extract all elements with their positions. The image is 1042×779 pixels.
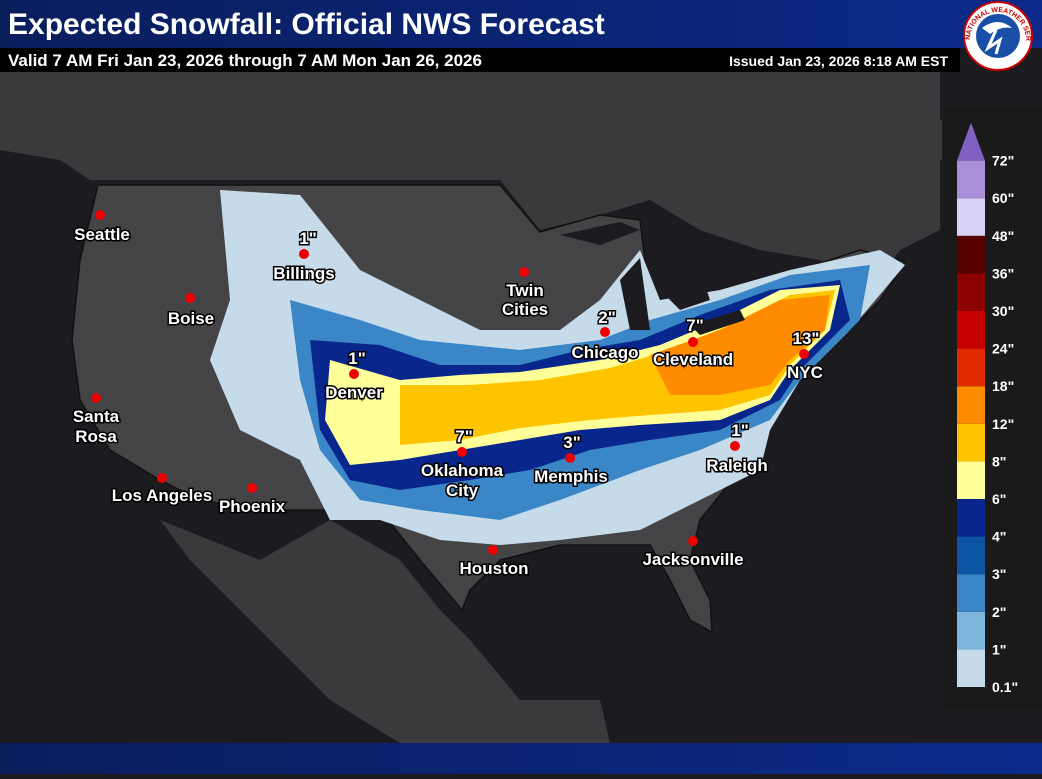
city-label: NYC — [787, 363, 823, 382]
city-label: Billings — [273, 264, 334, 283]
legend-swatch — [957, 611, 985, 650]
city-dot — [95, 210, 105, 220]
legend-swatch — [957, 160, 985, 199]
legend-swatch — [957, 198, 985, 236]
legend-label: 30" — [992, 303, 1014, 319]
snow-amount: 3" — [563, 433, 581, 452]
snow-amount: 1" — [348, 349, 366, 368]
city-label: Denver — [325, 383, 383, 402]
canada — [0, 72, 940, 290]
legend-label: 60" — [992, 190, 1014, 206]
city-dot — [565, 453, 575, 463]
legend-label: 0.1" — [992, 679, 1018, 695]
great-lakes — [560, 222, 745, 335]
city-dot — [519, 267, 529, 277]
snow-amount: 1" — [731, 421, 749, 440]
city-label: Memphis — [534, 467, 608, 486]
legend-swatch — [957, 461, 985, 499]
snow-amount: 7" — [686, 316, 704, 335]
city-dot — [730, 441, 740, 451]
legend-swatch — [957, 423, 985, 462]
city-label: Oklahoma — [421, 461, 504, 480]
city-dot — [488, 545, 498, 555]
legend-swatch — [957, 649, 985, 687]
snow-amount: 2" — [598, 308, 616, 327]
snow-amount: 7" — [455, 427, 473, 446]
city-dot — [688, 337, 698, 347]
issued-time: Issued Jan 23, 2026 8:18 AM EST — [729, 53, 948, 69]
legend-label: 6" — [992, 491, 1006, 507]
city-label: Santa — [73, 407, 120, 426]
city-dot — [299, 249, 309, 259]
city-label: Raleigh — [706, 456, 767, 475]
city-dot — [91, 393, 101, 403]
city-dot — [157, 473, 167, 483]
city-label: Seattle — [74, 225, 130, 244]
legend-label: 24" — [992, 341, 1014, 357]
snow-12-18 — [650, 295, 830, 395]
city-label: Cities — [502, 300, 548, 319]
city-dot — [799, 349, 809, 359]
city-dot — [457, 447, 467, 457]
legend-label: 72" — [992, 153, 1014, 169]
city-dot — [349, 369, 359, 379]
legend-label: 12" — [992, 416, 1014, 432]
city-dot — [185, 293, 195, 303]
legend-swatch — [957, 386, 985, 424]
city-label: Jacksonville — [642, 550, 743, 569]
legend-label: 36" — [992, 265, 1014, 281]
footer-bar — [0, 743, 1042, 774]
legend-swatch — [957, 574, 985, 612]
city-label: Rosa — [75, 427, 117, 446]
valid-period: Valid 7 AM Fri Jan 23, 2026 through 7 AM… — [8, 51, 482, 70]
mexico — [160, 520, 610, 743]
city-dot — [247, 483, 257, 493]
subtitle-bar — [0, 48, 960, 72]
legend-swatch — [957, 311, 985, 349]
legend-swatch — [957, 499, 985, 537]
city-label: Houston — [460, 559, 529, 578]
legend-label: 3" — [992, 566, 1006, 582]
city-label: Chicago — [571, 343, 638, 362]
city-label: Los Angeles — [112, 486, 212, 505]
title: Expected Snowfall: Official NWS Forecast — [8, 8, 605, 41]
legend-swatch — [957, 273, 985, 311]
legend-label: 1" — [992, 641, 1006, 657]
legend-swatch — [957, 348, 985, 387]
legend-label: 2" — [992, 604, 1006, 620]
city-label: Cleveland — [653, 350, 733, 369]
legend-arrow — [957, 122, 985, 161]
cities: Seattle Billings 1" Boise Twin Cities Ch… — [71, 210, 824, 580]
legend-swatch — [957, 235, 985, 274]
city-dot — [688, 536, 698, 546]
legend-swatch — [957, 536, 985, 575]
legend-label: 48" — [992, 228, 1014, 244]
snow-amount: 13" — [793, 329, 820, 348]
city-label: Twin — [506, 281, 543, 300]
snow-amount: 1" — [299, 229, 317, 248]
title-bar — [0, 0, 1042, 48]
legend: 0.1" 1" 2" 3" 4" 6" 8" 12" 18" 24" 30" 36" 48" 60" 72" — [942, 108, 1042, 708]
legend-label: 18" — [992, 378, 1014, 394]
city-label: City — [446, 481, 479, 500]
legend-label: 4" — [992, 529, 1006, 545]
city-dot — [600, 327, 610, 337]
city-label: Boise — [168, 309, 214, 328]
legend-label: 8" — [992, 453, 1006, 469]
city-label: Phoenix — [219, 497, 286, 516]
